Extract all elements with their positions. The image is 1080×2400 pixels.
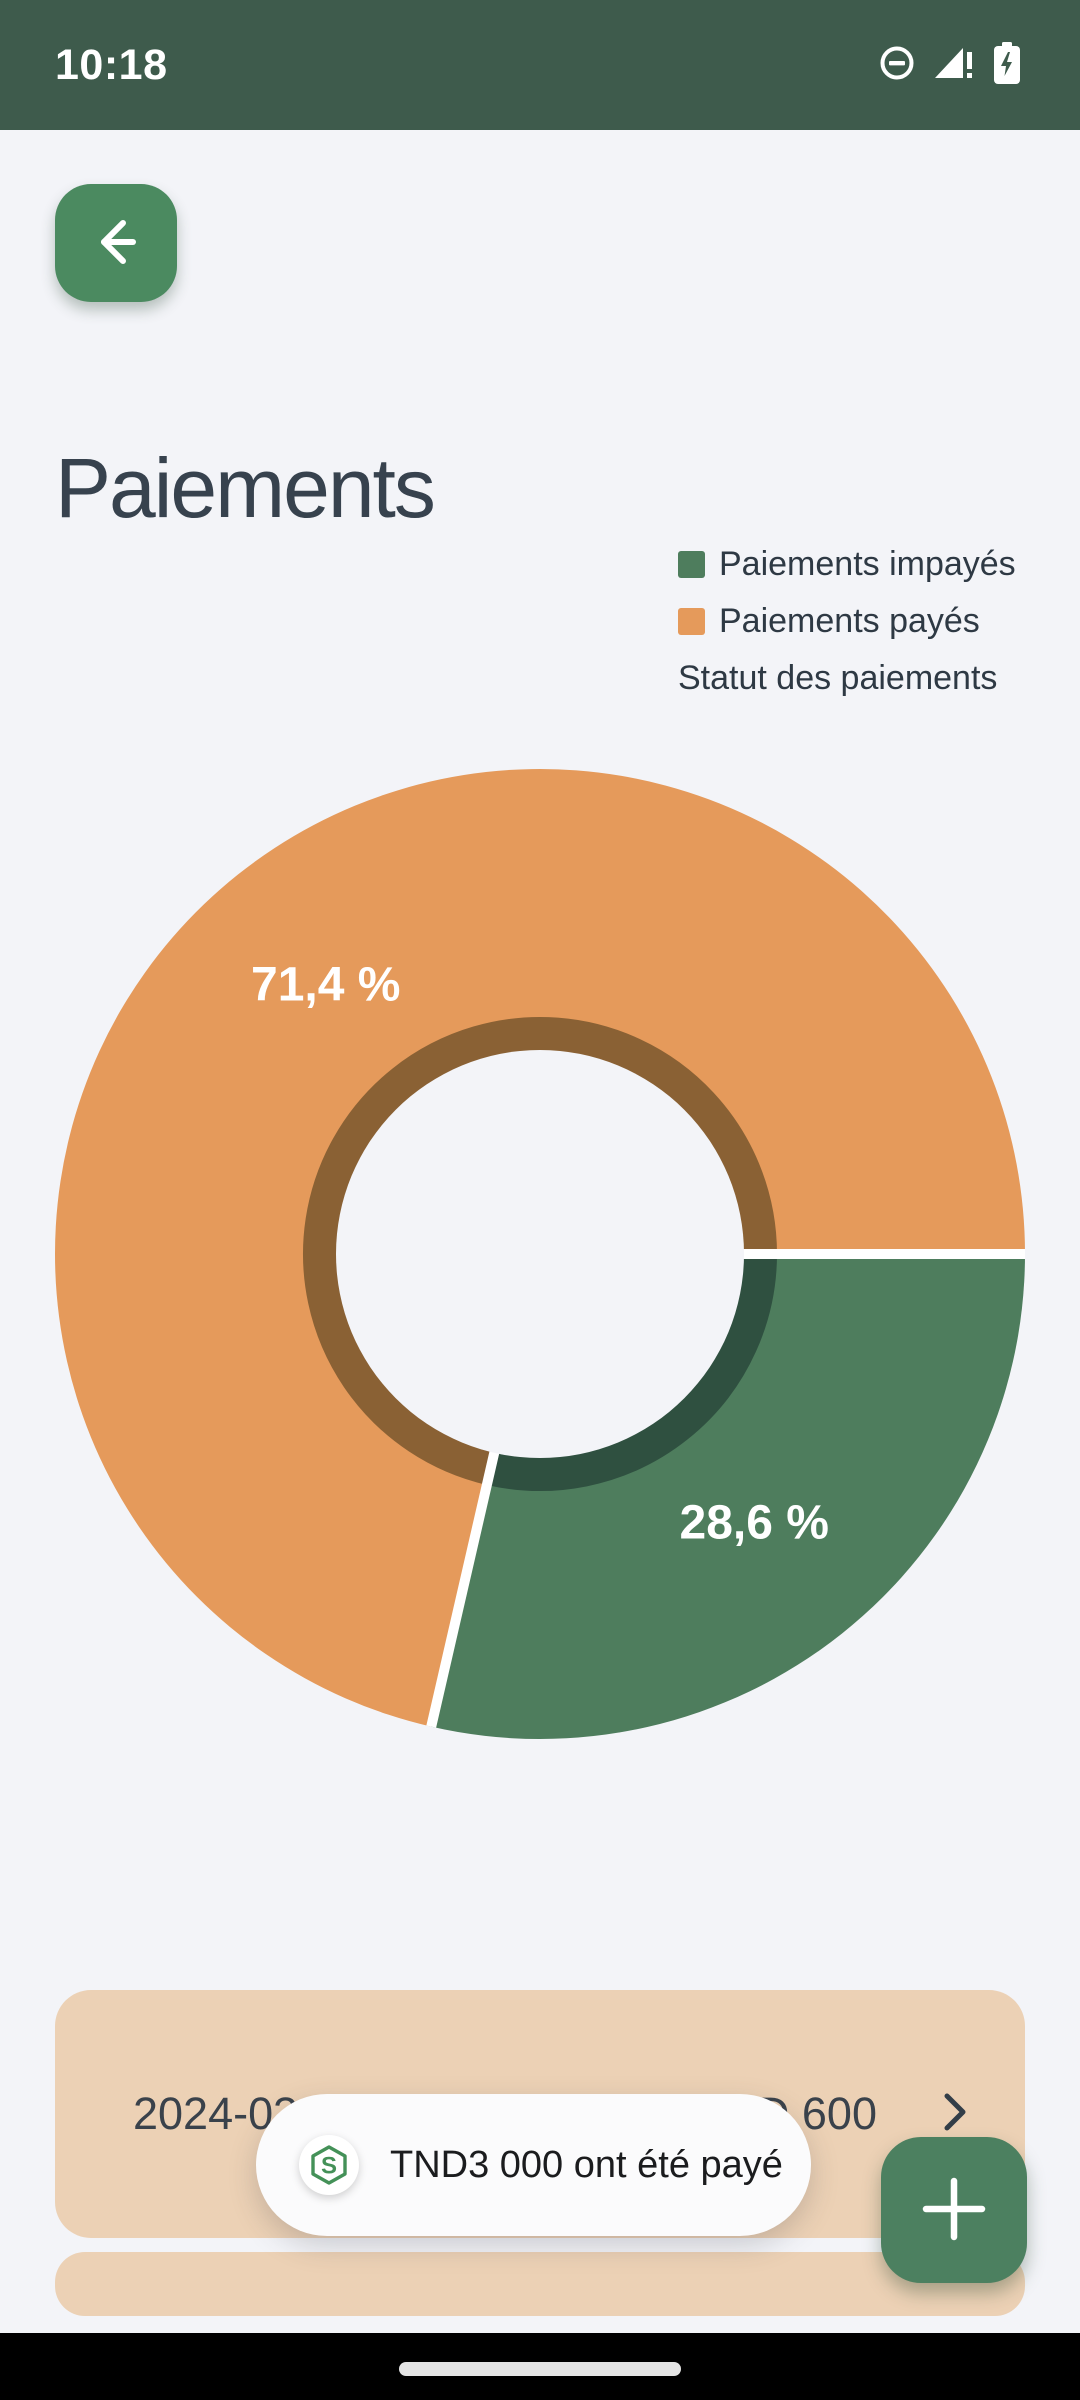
do-not-disturb-icon (878, 44, 916, 87)
page-title: Paiements (55, 441, 436, 535)
slice-label: 28,6 % (680, 1497, 829, 1550)
legend-swatch-green (678, 551, 705, 578)
system-nav-bar (0, 2333, 1080, 2400)
slice-label: 71,4 % (251, 958, 400, 1011)
gesture-bar[interactable] (399, 2362, 681, 2376)
legend-item-payes: Paiements payés (678, 593, 1016, 650)
arrow-left-icon (87, 213, 145, 274)
payments-donut-chart: 28,6 % 71,4 % (0, 764, 1080, 1744)
add-button[interactable] (881, 2137, 1027, 2283)
toast-message: TND3 000 ont été payé (390, 2143, 783, 2186)
back-button[interactable] (55, 184, 177, 302)
status-bar: 10:18 (0, 0, 1080, 130)
chart-title: Statut des paiements (678, 659, 998, 697)
clock: 10:18 (55, 40, 168, 89)
hexagon-s-logo-icon: S (311, 2145, 347, 2185)
app-logo-badge: S (299, 2135, 359, 2195)
plus-icon (921, 2176, 987, 2245)
chart-legend: Paiements impayés Paiements payés Statut… (678, 536, 1016, 707)
battery-charging-icon (994, 41, 1020, 89)
legend-item-impayes: Paiements impayés (678, 536, 1016, 593)
status-icons (878, 41, 1020, 89)
toast: S TND3 000 ont été payé (256, 2094, 811, 2236)
svg-text:S: S (321, 2153, 337, 2180)
chevron-right-icon (941, 2090, 969, 2139)
legend-swatch-orange (678, 608, 705, 635)
signal-no-internet-icon (933, 44, 977, 87)
payment-list-item-next[interactable] (55, 2252, 1025, 2316)
donut-svg: 28,6 % 71,4 % (55, 769, 1026, 1739)
